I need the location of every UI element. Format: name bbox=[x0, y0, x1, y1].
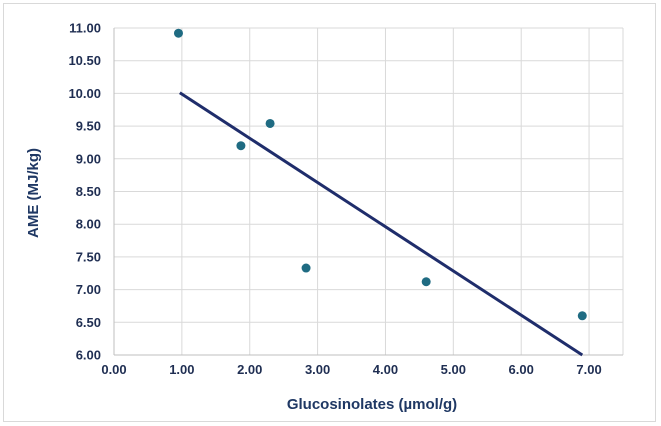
y-tick-label: 8.00 bbox=[76, 217, 101, 232]
trendline-layer bbox=[179, 91, 584, 357]
y-tick-label: 6.50 bbox=[76, 315, 101, 330]
y-tick-label: 10.50 bbox=[68, 53, 101, 68]
x-tick-label: 6.00 bbox=[509, 362, 534, 377]
x-tick-label: 3.00 bbox=[305, 362, 330, 377]
x-axis-title: Glucosinolates (µmol/g) bbox=[287, 396, 457, 413]
axes bbox=[113, 28, 623, 356]
y-axis-title: AME (MJ/kg) bbox=[25, 148, 42, 238]
data-point bbox=[301, 263, 311, 273]
y-tick-label: 6.00 bbox=[76, 348, 101, 363]
x-tick-label: 7.00 bbox=[576, 362, 601, 377]
data-point bbox=[236, 141, 246, 151]
x-tick-label: 1.00 bbox=[169, 362, 194, 377]
y-tick-label: 7.50 bbox=[76, 249, 101, 264]
chart-area bbox=[3, 3, 656, 422]
data-point bbox=[421, 277, 431, 287]
data-point bbox=[173, 28, 183, 38]
y-tick-label: 10.00 bbox=[68, 86, 101, 101]
trendline bbox=[179, 91, 584, 357]
x-tick-label: 0.00 bbox=[101, 362, 126, 377]
y-tick-label: 7.00 bbox=[76, 282, 101, 297]
x-tick-label: 4.00 bbox=[373, 362, 398, 377]
x-tick-label: 2.00 bbox=[237, 362, 262, 377]
y-tick-label: 9.50 bbox=[76, 119, 101, 134]
x-tick-label: 5.00 bbox=[441, 362, 466, 377]
tick-labels: 0.00 1.00 2.00 3.00 4.00 5.00 6.00 7.00 6.00 6.50… bbox=[68, 21, 601, 378]
data-point bbox=[265, 118, 275, 128]
gridlines bbox=[114, 27, 624, 355]
y-tick-label: 11.00 bbox=[69, 21, 101, 36]
y-tick-label: 8.50 bbox=[76, 184, 101, 199]
y-tick-label: 9.00 bbox=[76, 151, 101, 166]
data-point bbox=[577, 311, 587, 321]
data-points bbox=[173, 28, 587, 321]
